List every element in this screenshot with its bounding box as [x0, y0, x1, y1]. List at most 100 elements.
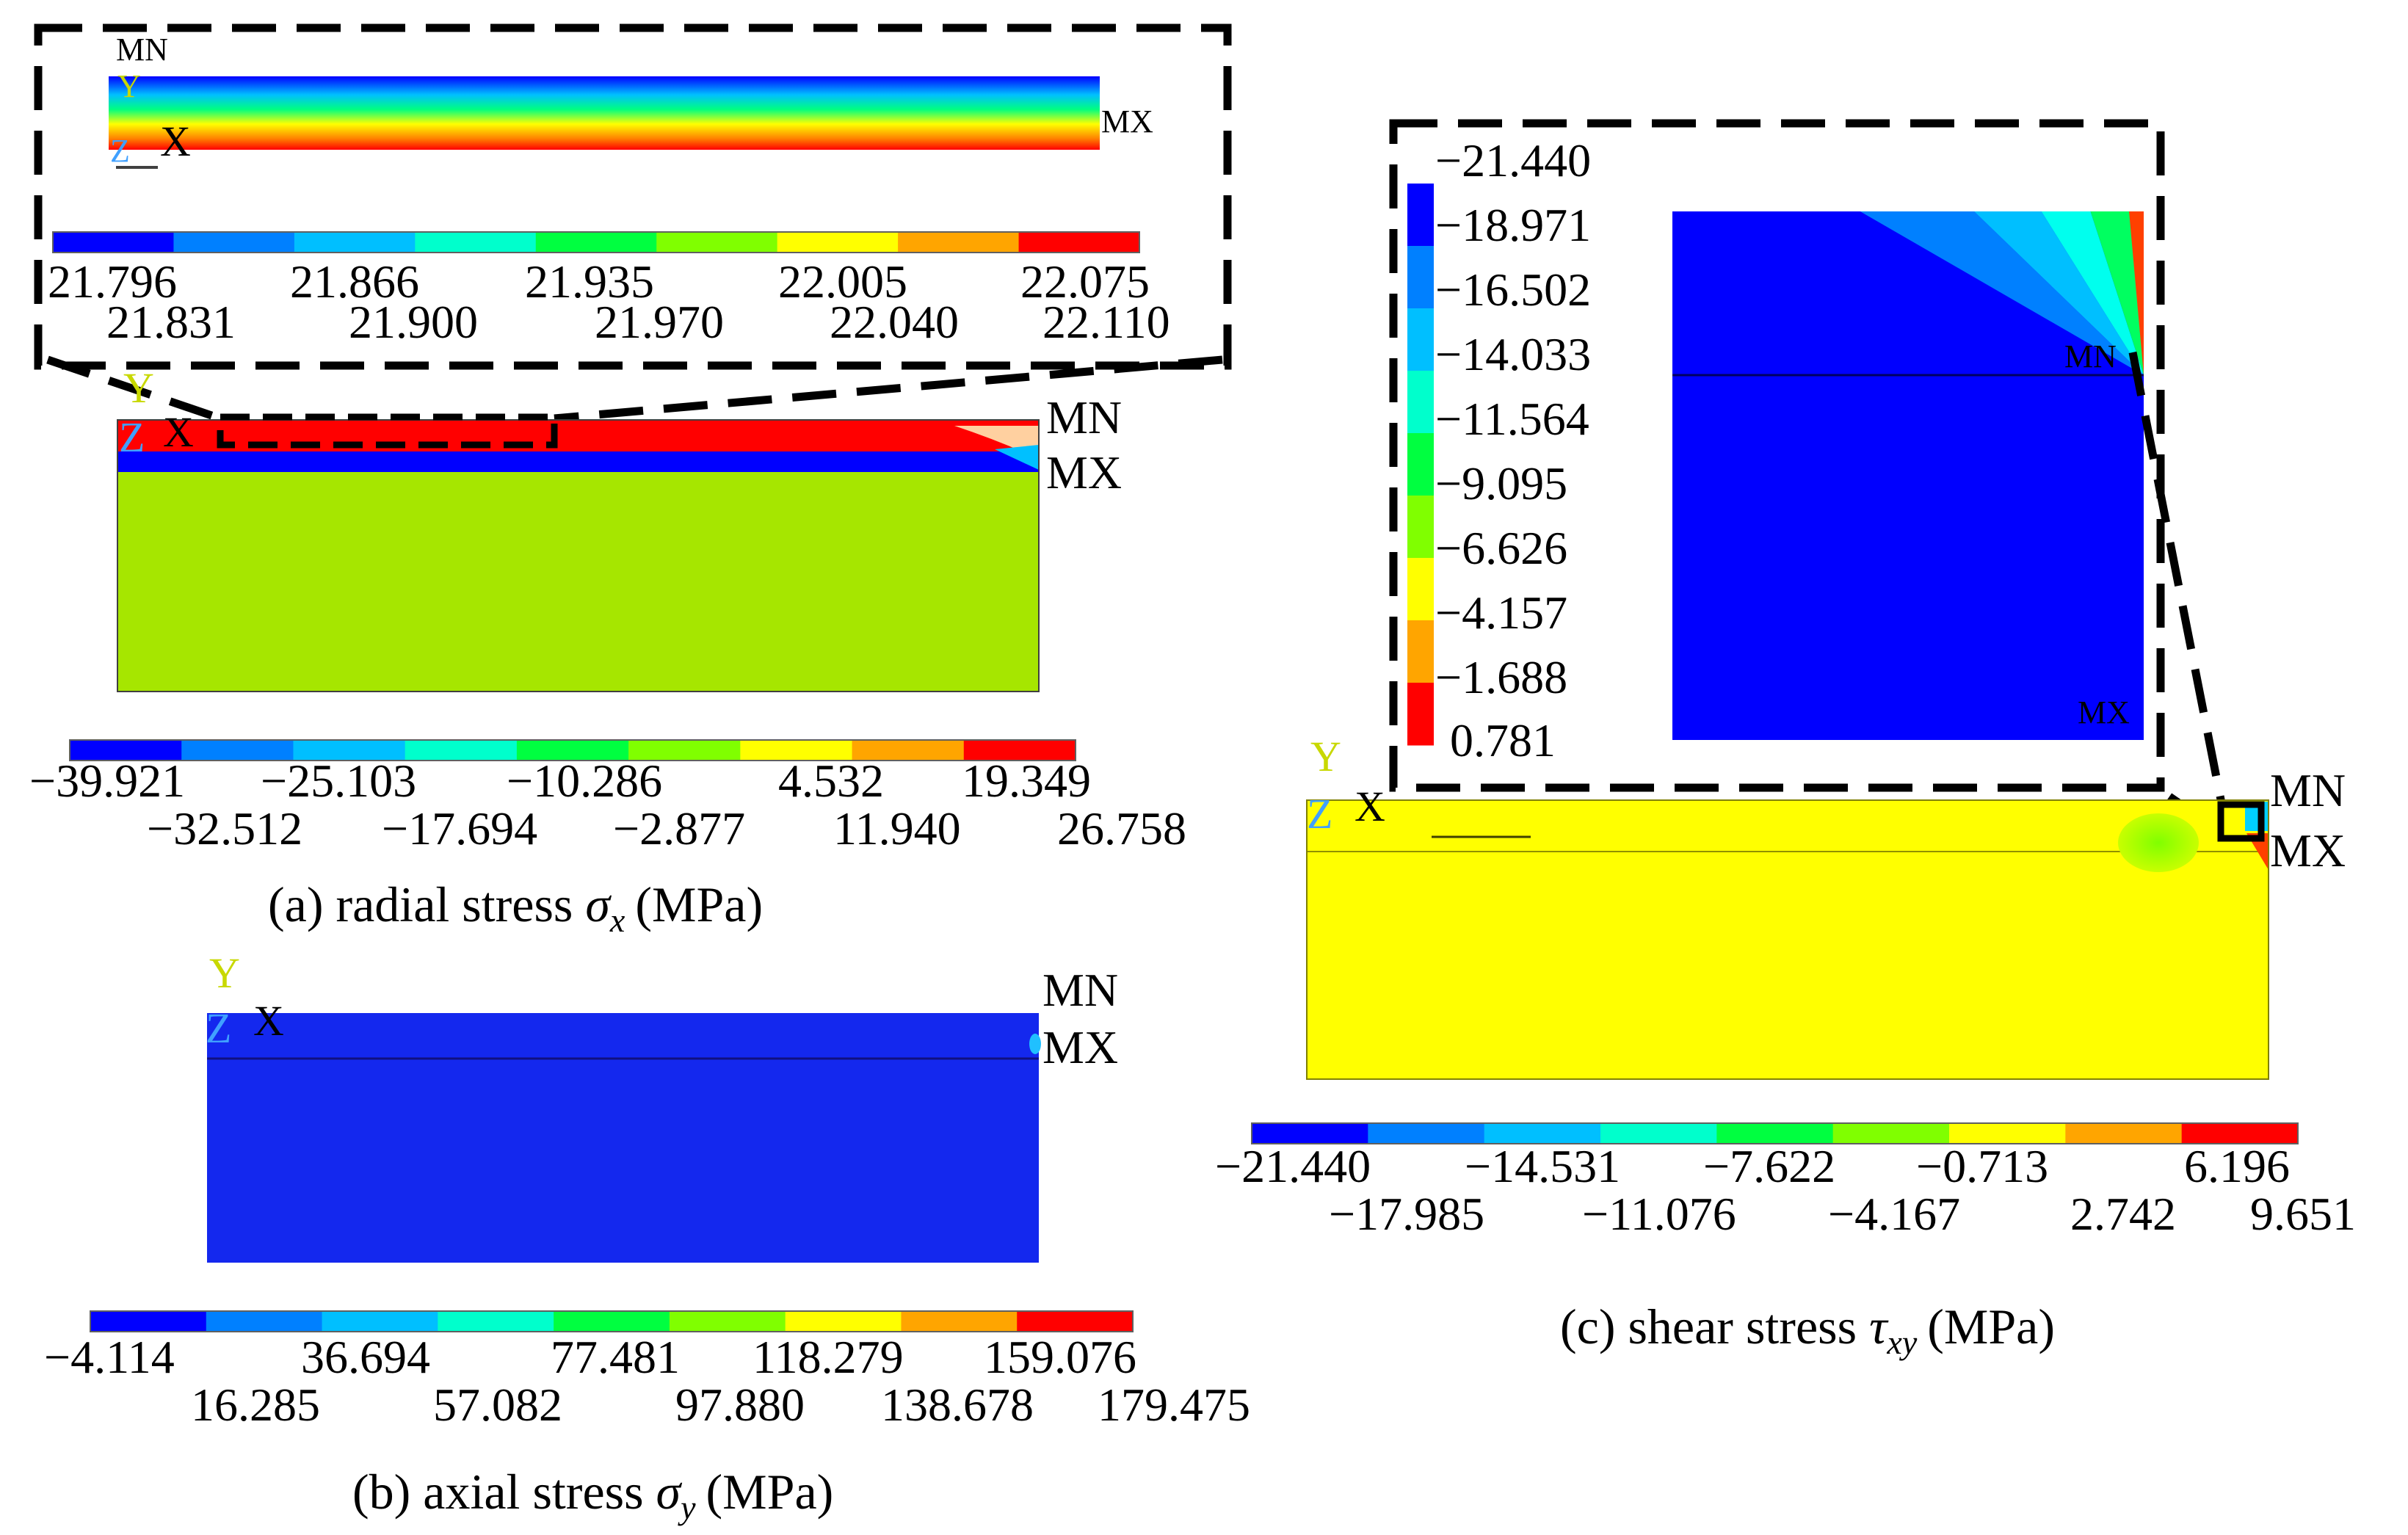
zoom-a-connector-right	[554, 355, 1223, 423]
panel-b-legend-bar	[90, 1310, 1134, 1332]
legend-label: −32.512	[147, 802, 302, 854]
panel-b-axis-triad: Y Z X	[206, 949, 284, 1052]
legend-label: −25.103	[261, 755, 416, 807]
legend-swatch	[294, 232, 416, 253]
legend-swatch	[181, 740, 294, 761]
zoom-a-legend-bar	[52, 231, 1140, 253]
svg-text:Z: Z	[119, 413, 145, 461]
svg-text:Y: Y	[117, 68, 141, 104]
legend-label: 26.758	[1057, 802, 1186, 854]
legend-label: 21.866	[290, 255, 419, 308]
legend-swatch	[628, 740, 741, 761]
zoom-c-mx-marker: MX	[2078, 694, 2130, 730]
legend-swatch	[535, 232, 657, 253]
legend-label: 159.076	[984, 1331, 1136, 1383]
panel-c-legend-lower-labels: −17.985 −11.076 −4.167 2.742 9.651	[1329, 1188, 2356, 1240]
legend-label: 118.279	[752, 1331, 904, 1383]
zoom-c-connector-top	[2128, 351, 2233, 838]
legend-label: −4.167	[1828, 1188, 1960, 1240]
legend-label: 16.285	[191, 1379, 320, 1431]
legend-swatch	[740, 740, 853, 761]
legend-label: −21.440	[1435, 134, 1591, 186]
legend-label: 2.742	[2070, 1188, 2176, 1240]
legend-label: 77.481	[551, 1331, 680, 1383]
zoom-c-legend-labels: −21.440 −18.971 −16.502 −14.033 −11.564 …	[1435, 134, 1591, 766]
svg-text:X: X	[160, 117, 191, 165]
zoom-a-legend-upper-labels: 21.796 21.866 21.935 22.005 22.075	[48, 255, 1150, 308]
legend-label: −4.157	[1435, 587, 1567, 639]
legend-swatch	[1407, 496, 1434, 559]
legend-swatch	[1017, 1311, 1134, 1332]
legend-label: 0.781	[1450, 714, 1556, 766]
svg-text:Y: Y	[1310, 733, 1341, 780]
legend-swatch	[2181, 1123, 2299, 1144]
svg-text:Y: Y	[123, 364, 154, 412]
legend-swatch	[1368, 1123, 1485, 1144]
legend-swatch	[2065, 1123, 2183, 1144]
panel-c-contour-plot	[1306, 799, 2269, 1080]
panel-c-zoom-region	[2217, 801, 2265, 842]
legend-label: 19.349	[962, 755, 1091, 807]
zoom-a-mx-marker: MX	[1101, 104, 1153, 139]
legend-label: −17.694	[382, 802, 537, 854]
panel-c: −21.440 −18.971 −16.502 −14.033 −11.564 …	[1215, 0, 2408, 1361]
svg-text:Z: Z	[1307, 790, 1332, 838]
fan-band	[2090, 211, 2144, 375]
legend-label: −6.626	[1435, 522, 1567, 574]
legend-swatch	[1484, 1123, 1601, 1144]
panel-a-zoom-frame	[34, 23, 1232, 370]
fan-band	[2144, 0, 2408, 375]
legend-swatch	[405, 740, 518, 761]
legend-swatch	[1716, 1123, 1834, 1144]
legend-label: −21.440	[1215, 1140, 1371, 1192]
panel-c-mx-marker: MX	[2270, 824, 2346, 877]
legend-label: −7.622	[1703, 1140, 1835, 1192]
legend-swatch	[852, 740, 965, 761]
svg-text:Z: Z	[206, 1004, 231, 1052]
legend-label: 22.005	[778, 255, 907, 308]
legend-label: 97.880	[675, 1379, 805, 1431]
legend-label: −14.531	[1465, 1140, 1620, 1192]
legend-swatch	[1018, 232, 1140, 253]
legend-label: −17.985	[1329, 1188, 1484, 1240]
legend-swatch	[415, 232, 537, 253]
panel-c-zoom-frame	[1389, 119, 2165, 792]
legend-swatch	[173, 232, 295, 253]
legend-swatch	[898, 232, 1020, 253]
panel-b-caption: (b) axial stress σy (MPa)	[352, 1464, 833, 1526]
panel-a: MN MX Y Z X 21.796 21.866 21.935 22.005 …	[29, 23, 1232, 939]
panel-a-caption: (a) radial stress σx (MPa)	[268, 877, 763, 939]
legend-label: 22.075	[1020, 255, 1150, 308]
fan-band	[2129, 211, 2144, 375]
panel-a-mx-marker: MX	[1046, 446, 1122, 498]
legend-label: 11.940	[833, 802, 961, 854]
legend-label: 9.651	[2250, 1188, 2356, 1240]
legend-swatch	[1949, 1123, 2066, 1144]
svg-text:Z: Z	[110, 133, 130, 169]
legend-label: −10.286	[507, 755, 662, 807]
zoom-a-connector-left	[46, 355, 222, 423]
zoom-a-mn-marker: MN	[116, 32, 168, 68]
legend-label: 22.110	[1042, 296, 1170, 348]
legend-label: 4.532	[778, 755, 884, 807]
legend-label: −0.713	[1916, 1140, 2048, 1192]
legend-swatch	[1407, 246, 1434, 309]
panel-b-legend-upper-labels: −4.114 36.694 77.481 118.279 159.076	[44, 1331, 1136, 1383]
svg-text:X: X	[1354, 783, 1385, 830]
legend-label: −16.502	[1435, 264, 1591, 316]
panel-b-contour-plot	[207, 1013, 1041, 1263]
legend-swatch	[777, 232, 899, 253]
svg-text:X: X	[163, 408, 194, 456]
legend-swatch	[963, 740, 1076, 761]
legend-label: 138.678	[881, 1379, 1034, 1431]
legend-label: 21.970	[595, 296, 724, 348]
legend-swatch	[1407, 620, 1434, 683]
panel-c-legend-bar	[1251, 1122, 2299, 1144]
panel-c-caption: (c) shear stress τxy (MPa)	[1560, 1299, 2055, 1361]
panel-b-mn-marker: MN	[1042, 964, 1118, 1016]
legend-swatch	[516, 740, 629, 761]
zoom-a-contour-strip	[109, 76, 1100, 150]
legend-label: −1.688	[1435, 651, 1567, 703]
legend-label: −11.076	[1582, 1188, 1736, 1240]
